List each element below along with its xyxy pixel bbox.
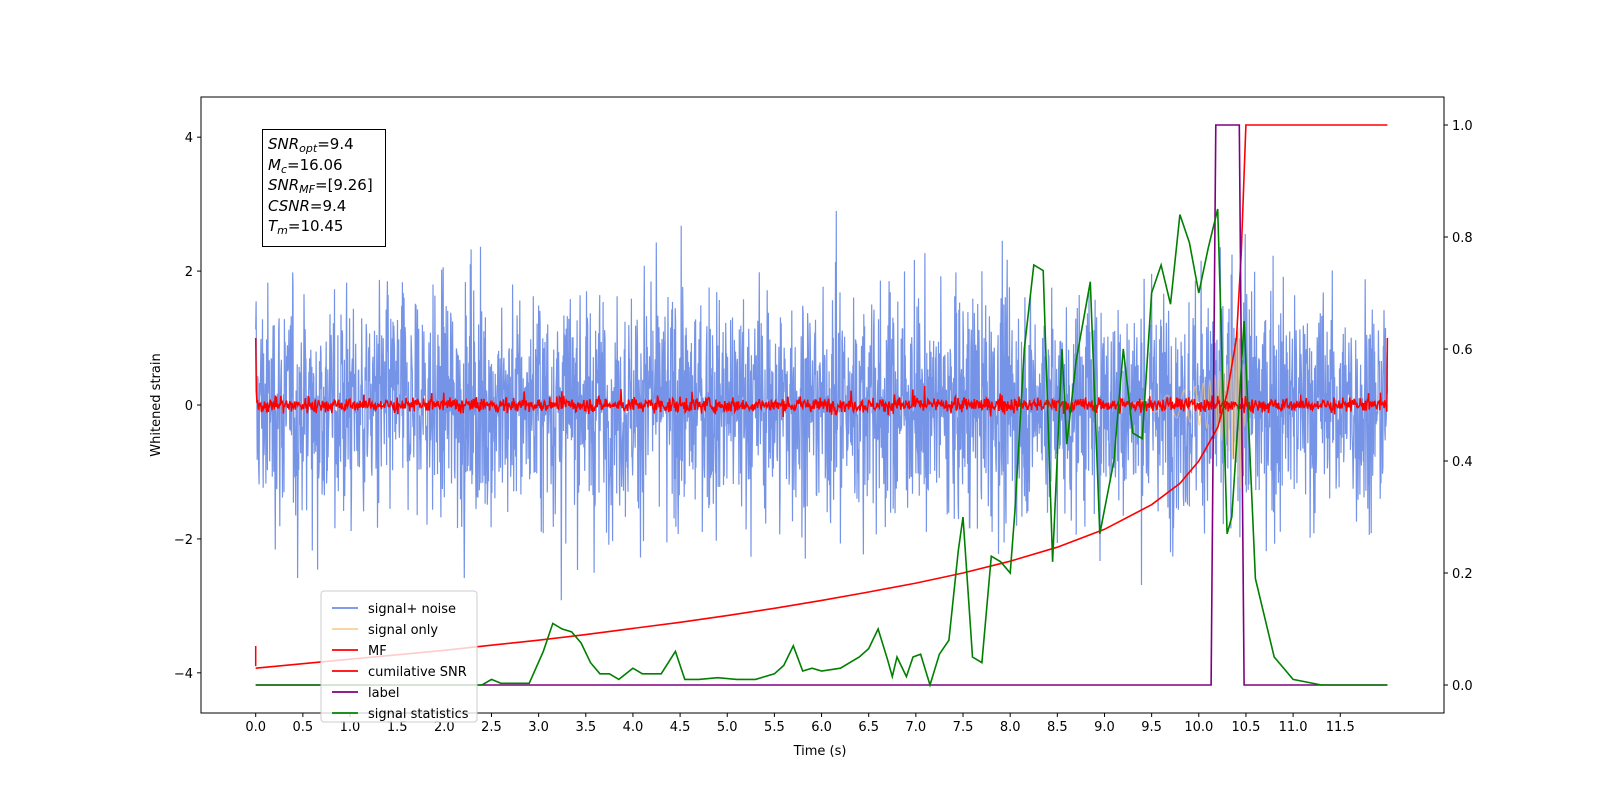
x-tick-label: 0.0 [245,720,266,735]
x-tick-label: 7.5 [953,720,974,735]
y-tick-label: 0 [185,399,193,414]
y2-tick-label: 0.4 [1452,455,1473,470]
y2-tick-label: 0.8 [1452,231,1473,246]
legend: signal+ noise signal only MF cumilative SNR… [320,590,478,723]
x-tick-label: 4.5 [670,720,691,735]
y2-tick-label: 0.0 [1452,679,1473,694]
y-axis-label: Whitened strain [149,353,164,456]
x-axis-ticks: 0.0 0.5 1.0 1.5 2.0 2.5 3.0 3.5 4.0 4.5 5.0 5.5 6.0 6… [245,713,1355,735]
info-line-snr-opt: SNRopt=9.4 [268,135,354,155]
y-tick-label: 2 [185,265,193,280]
x-tick-label: 10.5 [1231,720,1260,735]
x-tick-label: 0.5 [293,720,314,735]
y-axis-ticks: −4 −2 0 2 4 [174,131,201,682]
x-tick-label: 2.5 [481,720,502,735]
x-tick-label: 11.5 [1326,720,1355,735]
x-tick-label: 8.0 [1000,720,1021,735]
legend-entry-label: label [368,686,399,701]
series-signal-statistics-line [255,208,1388,688]
info-line-csnr: CSNR=9.4 [268,196,347,215]
y2-tick-label: 0.2 [1452,567,1473,582]
legend-entry-label: MF [368,644,387,659]
legend-entry-label: cumilative SNR [368,665,467,680]
x-tick-label: 3.0 [528,720,549,735]
x-tick-label: 1.5 [387,720,408,735]
info-line-snr-mf: SNRMF=[9.26] [268,176,373,196]
series-label-line [255,124,1388,686]
info-box: SNRopt=9.4 Mc=16.06 SNRMF=[9.26] CSNR=9.… [262,129,386,247]
y2-tick-label: 1.0 [1452,119,1473,134]
x-tick-label: 8.5 [1047,720,1068,735]
x-tick-label: 7.0 [906,720,927,735]
x-tick-label: 5.0 [717,720,738,735]
y2-axis-ticks: 0.0 0.2 0.4 0.6 0.8 1.0 [1444,119,1473,694]
x-tick-label: 2.0 [434,720,455,735]
info-line-tm: Tm=10.45 [268,217,344,237]
y-tick-label: 4 [185,131,193,146]
y-tick-label: −4 [174,667,193,682]
series-mf-line [254,337,1389,667]
x-tick-label: 3.5 [575,720,596,735]
x-tick-label: 9.5 [1141,720,1162,735]
x-axis-label: Time (s) [793,744,847,759]
legend-entry-label: signal only [368,623,438,638]
legend-entry-label: signal+ noise [368,602,456,617]
series-signal-noise-line [255,210,1388,601]
x-tick-label: 6.5 [858,720,879,735]
y2-tick-label: 0.6 [1452,343,1473,358]
info-line-mc: Mc=16.06 [268,155,343,176]
legend-entry-label: signal statistics [368,707,469,722]
legend-frame [320,590,478,723]
y-tick-label: −2 [174,533,193,548]
x-tick-label: 1.0 [340,720,361,735]
x-tick-label: 5.5 [764,720,785,735]
x-tick-label: 4.0 [623,720,644,735]
x-tick-label: 9.0 [1094,720,1115,735]
x-tick-label: 11.0 [1279,720,1308,735]
x-tick-label: 10.0 [1184,720,1213,735]
x-tick-label: 6.0 [811,720,832,735]
